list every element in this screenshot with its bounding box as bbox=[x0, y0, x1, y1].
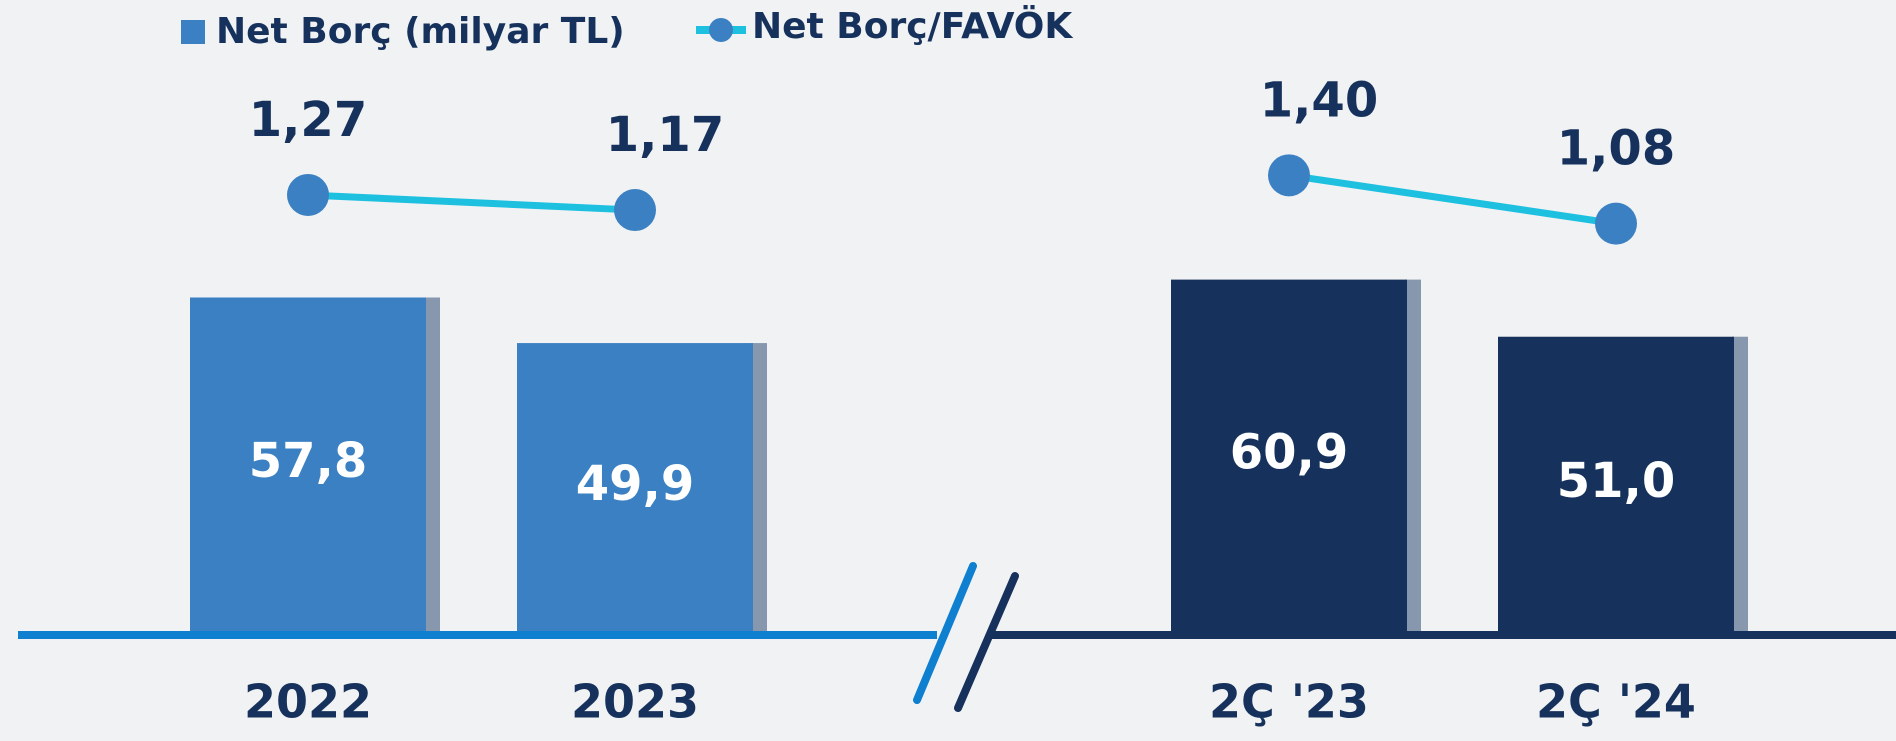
bar bbox=[1171, 279, 1407, 631]
legend-swatch bbox=[181, 20, 205, 44]
line bbox=[307, 191, 636, 214]
data-label: 57,8 bbox=[249, 433, 367, 489]
data-label: 60,9 bbox=[1230, 424, 1348, 480]
legend-label: Net Borç/FAVÖK bbox=[752, 5, 1073, 47]
data-label: 51,0 bbox=[1557, 453, 1675, 509]
line-marker bbox=[287, 173, 329, 216]
x-tick-label: 2Ç '24 bbox=[1536, 675, 1696, 729]
line-marker bbox=[614, 189, 656, 232]
x-tick-label: 2023 bbox=[571, 675, 699, 729]
legend-marker bbox=[709, 18, 733, 42]
x-tick-label: 2Ç '23 bbox=[1209, 675, 1369, 729]
bar-shadow bbox=[1405, 279, 1421, 631]
data-label: 49,9 bbox=[576, 456, 694, 512]
x-tick-label: 2022 bbox=[244, 675, 372, 729]
bar-shadow bbox=[424, 297, 440, 631]
legend-label: Net Borç (milyar TL) bbox=[216, 11, 625, 52]
data-label: 1,17 bbox=[606, 107, 724, 163]
bar-shadow bbox=[1732, 336, 1748, 631]
bar bbox=[1498, 336, 1734, 631]
bar bbox=[517, 343, 753, 631]
data-label: 1,40 bbox=[1260, 72, 1378, 128]
line bbox=[1288, 171, 1617, 228]
axis-break bbox=[954, 572, 1019, 712]
line-marker bbox=[1595, 202, 1637, 245]
line-marker bbox=[1268, 154, 1310, 197]
bar-shadow bbox=[751, 343, 767, 631]
data-label: 1,27 bbox=[249, 92, 367, 148]
bar bbox=[190, 297, 426, 631]
axis-break bbox=[913, 562, 977, 704]
data-label: 1,08 bbox=[1557, 121, 1675, 177]
